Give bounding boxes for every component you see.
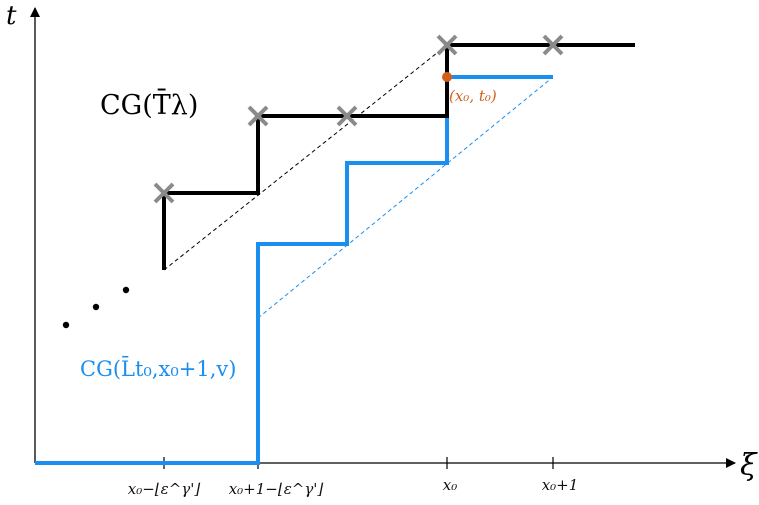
blue-dashed-guide [257,76,554,319]
cross-marker [336,105,358,127]
tick-label: x₀−⌊ε^γ'⌋ [128,480,201,498]
ellipsis-dots [62,286,130,329]
cross-marker [436,34,458,56]
cross-markers [153,34,564,204]
point-x0-t0 [442,72,452,82]
black-staircase-curve [162,43,635,270]
cross-marker [247,105,269,127]
cross-marker [542,34,564,56]
black-dashed-guide [163,44,448,271]
tick-label: x₀+1−⌊ε^γ'⌋ [229,480,324,498]
cross-marker [153,182,175,204]
point-label: (x₀, t₀) [449,87,497,105]
y-axis-label: t [6,1,17,31]
black-curve-label: CG(T̄λ) [100,87,198,121]
blue-curve-label: CG(L̄t₀,x₀+1,v) [80,356,236,381]
x-axis-label: ξ [740,448,758,483]
tick-label: x₀ [443,476,457,494]
tick-label: x₀+1 [542,476,579,494]
blue-staircase-curve [35,75,553,465]
